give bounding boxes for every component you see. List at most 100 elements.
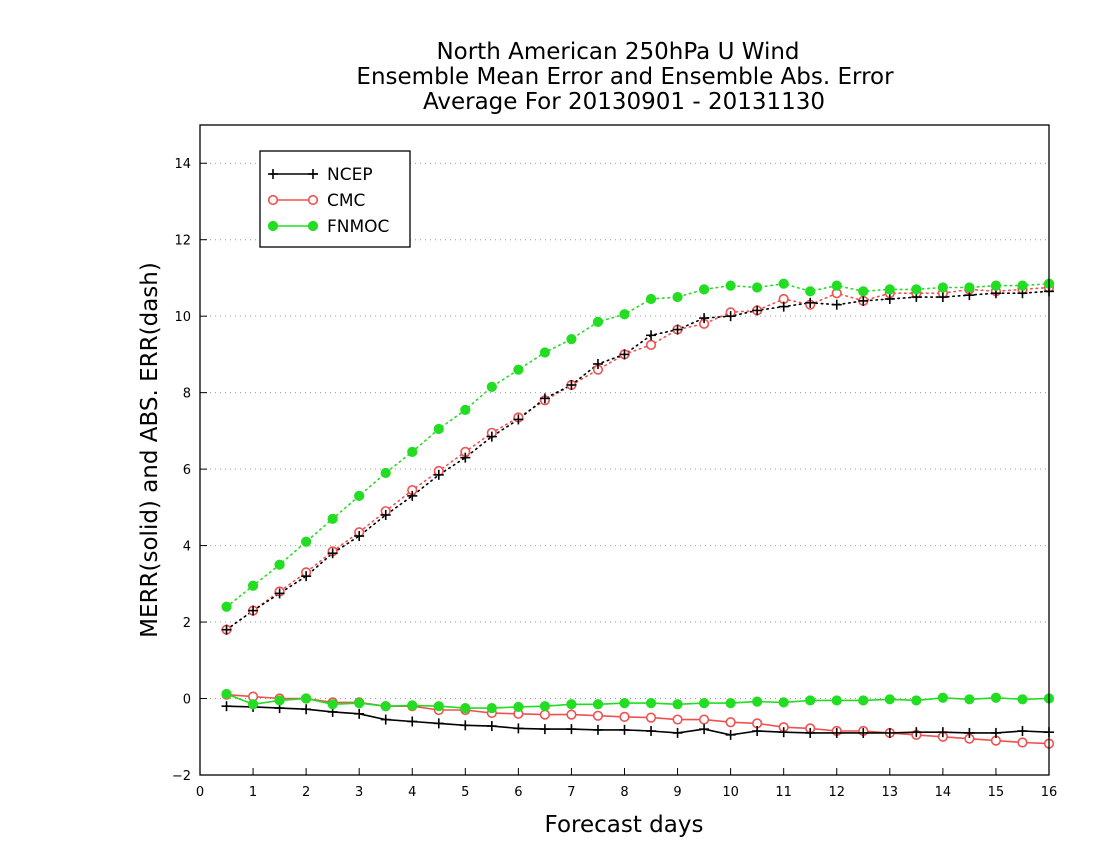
data-point-ncep-mean-err [778,727,789,738]
data-point-fnmoc-abs-err [327,513,338,524]
legend-box [259,150,411,248]
data-point-fnmoc-abs-err [937,282,948,293]
data-point-cmc-mean-err [698,714,710,725]
data-point-ncep-mean-err [619,724,630,735]
data-point-fnmoc-mean-err [858,695,869,706]
series-line-fnmoc-abs-err [225,282,1050,608]
data-point-ncep-mean-err [513,723,524,734]
legend-marker [307,220,319,232]
x-tick-label: 15 [988,785,1005,800]
data-point-ncep-abs-err [672,324,683,335]
x-axis: 0 1 2 3 4 5 6 7 8 9 10 11 12 13 14 15 16 [196,768,1057,800]
data-point-fnmoc-abs-err [990,280,1002,291]
data-point-fnmoc-mean-err [327,699,338,710]
y-axis: −2 0 2 4 6 8 10 12 14 [172,157,207,784]
data-point-ncep-abs-err [221,624,232,635]
y-tick-label: 10 [174,310,191,325]
data-point-fnmoc-abs-err [592,316,604,328]
data-point-fnmoc-mean-err [221,688,232,700]
data-point-fnmoc-mean-err [964,694,975,705]
data-point-fnmoc-mean-err [1017,694,1028,705]
y-tick-label: 2 [183,616,191,631]
series-line-cmc-abs-err [225,286,1050,631]
data-point-fnmoc-mean-err [460,702,471,714]
data-point-ncep-mean-err [221,701,232,712]
x-tick-label: 16 [1041,785,1058,800]
y-tick-label: 14 [174,157,191,172]
data-point-fnmoc-abs-err [831,280,842,291]
data-point-ncep-abs-err [592,358,603,369]
data-point-ncep-mean-err [646,726,657,737]
data-point-ncep-mean-err [433,718,444,729]
data-point-fnmoc-mean-err [884,694,895,705]
data-point-ncep-abs-err [858,295,869,306]
data-point-ncep-mean-err [805,727,816,738]
data-point-cmc-mean-err [619,711,630,722]
data-point-ncep-abs-err [407,490,418,501]
x-tick-label: 7 [567,785,575,800]
data-point-ncep-abs-err [725,311,736,322]
data-point-ncep-abs-err [248,605,259,616]
legend-label: CMC [327,191,365,211]
legend-label: FNMOC [327,217,389,237]
data-point-ncep-abs-err [433,469,444,480]
data-point-fnmoc-mean-err [672,699,683,710]
data-point-ncep-mean-err [460,720,471,731]
data-point-ncep-mean-err [752,726,763,737]
data-point-fnmoc-mean-err [990,692,1002,703]
series-line-ncep-abs-err [225,290,1050,631]
y-tick-label: 8 [183,387,191,402]
data-point-fnmoc-mean-err [407,700,418,711]
x-tick-label: 5 [461,785,469,800]
data-point-ncep-abs-err [460,452,471,463]
y-axis-label: MERR(solid) and ABS. ERR(dash) [137,262,163,638]
data-point-cmc-mean-err [672,714,683,725]
data-point-ncep-abs-err [274,588,285,599]
data-point-fnmoc-abs-err [460,404,471,415]
data-point-fnmoc-mean-err [592,699,604,710]
data-point-ncep-mean-err [301,704,312,715]
data-point-cmc-mean-err [592,710,604,721]
data-point-cmc-abs-err [645,339,657,350]
data-point-fnmoc-abs-err [725,280,736,291]
data-point-ncep-abs-err [566,380,577,390]
data-point-ncep-abs-err [486,431,497,442]
data-point-ncep-abs-err [937,292,948,303]
data-point-fnmoc-abs-err [539,347,551,358]
data-point-fnmoc-abs-err [884,284,895,295]
data-point-ncep-mean-err [858,727,869,738]
x-axis-label: Forecast days [545,812,704,838]
data-point-ncep-abs-err [831,299,842,310]
data-point-fnmoc-abs-err [752,282,763,293]
data-point-fnmoc-mean-err [911,695,922,706]
data-point-ncep-abs-err [752,305,763,316]
data-point-fnmoc-mean-err [380,701,391,712]
data-point-fnmoc-mean-err [778,697,789,708]
data-point-ncep-mean-err [937,727,948,738]
data-point-ncep-abs-err [805,297,816,308]
y-tick-label: 12 [174,234,191,249]
data-point-cmc-mean-err [1017,737,1028,748]
data-point-ncep-mean-err [539,724,550,735]
data-point-fnmoc-abs-err [354,490,365,501]
data-point-fnmoc-abs-err [247,580,259,591]
data-point-fnmoc-mean-err [619,698,630,709]
data-point-ncep-mean-err [725,729,736,740]
data-point-ncep-mean-err [1017,726,1028,737]
x-tick-label: 14 [935,785,952,800]
data-point-fnmoc-abs-err [778,278,789,289]
x-tick-label: 13 [882,785,899,800]
series-line-cmc-mean-err [226,693,1050,745]
x-tick-label: 11 [775,785,792,800]
data-point-fnmoc-abs-err [805,286,816,297]
data-point-fnmoc-mean-err [247,699,259,710]
legend-label: NCEP [327,165,373,185]
data-point-fnmoc-mean-err [301,693,312,704]
data-point-fnmoc-mean-err [645,698,657,709]
data-point-ncep-mean-err [672,727,683,738]
grid-lines [200,162,1049,776]
data-point-fnmoc-abs-err [566,334,577,345]
data-point-ncep-mean-err [407,716,418,727]
x-tick-label: 12 [828,785,845,800]
